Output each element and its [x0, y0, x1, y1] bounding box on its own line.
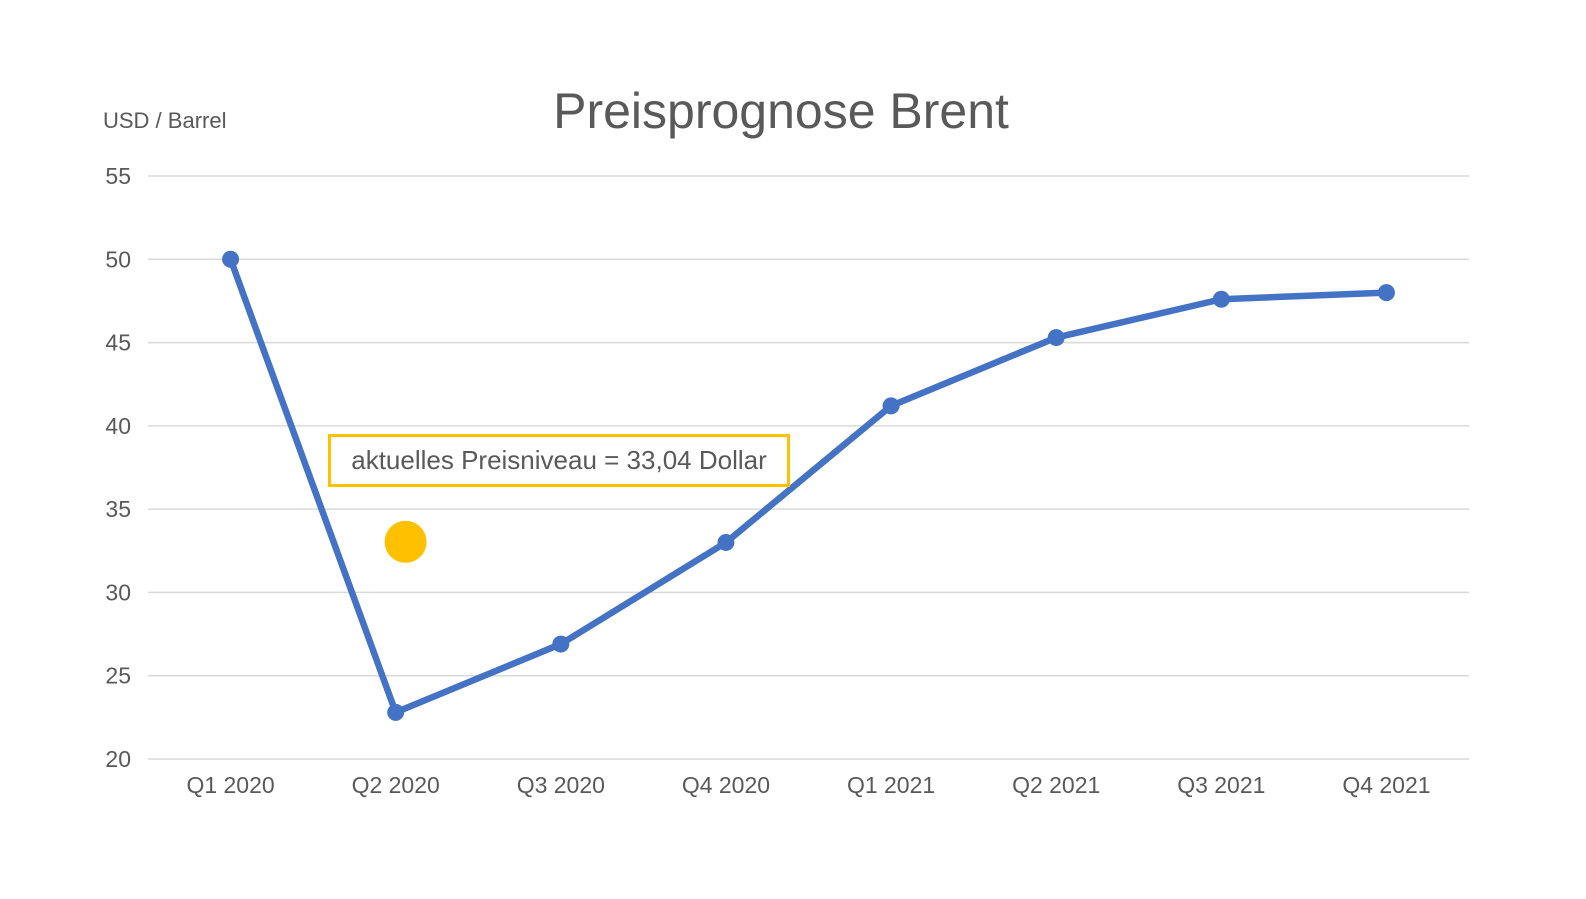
data-point-marker — [882, 397, 900, 415]
chart-title: Preisprognose Brent — [553, 83, 1009, 139]
data-point-marker — [552, 635, 570, 653]
x-tick-label: Q4 2020 — [682, 772, 770, 798]
y-tick-label: 35 — [105, 496, 131, 522]
y-tick-label: 30 — [105, 579, 131, 605]
y-tick-label: 50 — [105, 246, 131, 272]
x-tick-label: Q2 2021 — [1012, 772, 1100, 798]
data-point-marker — [1212, 290, 1230, 308]
current-price-annotation: aktuelles Preisniveau = 33,04 Dollar — [328, 434, 790, 487]
y-tick-label: 25 — [105, 663, 131, 689]
data-point-marker — [717, 533, 735, 551]
x-tick-label: Q3 2021 — [1177, 772, 1265, 798]
current-price-dot — [384, 520, 427, 563]
y-tick-label: 55 — [105, 163, 131, 189]
x-tick-label: Q2 2020 — [352, 772, 440, 798]
data-point-marker — [222, 250, 240, 268]
y-tick-label: 45 — [105, 330, 131, 356]
y-axis-unit-label: USD / Barrel — [103, 108, 227, 133]
data-point-marker — [387, 703, 405, 721]
y-tick-label: 40 — [105, 413, 131, 439]
x-tick-label: Q3 2020 — [517, 772, 605, 798]
x-tick-label: Q4 2021 — [1342, 772, 1430, 798]
x-tick-label: Q1 2021 — [847, 772, 935, 798]
x-tick-label: Q1 2020 — [186, 772, 274, 798]
data-point-marker — [1047, 329, 1065, 347]
y-tick-label: 20 — [105, 746, 131, 772]
price-line — [227, 256, 1390, 716]
data-point-marker — [1377, 284, 1395, 302]
current-price-annotation-text: aktuelles Preisniveau = 33,04 Dollar — [351, 445, 767, 475]
